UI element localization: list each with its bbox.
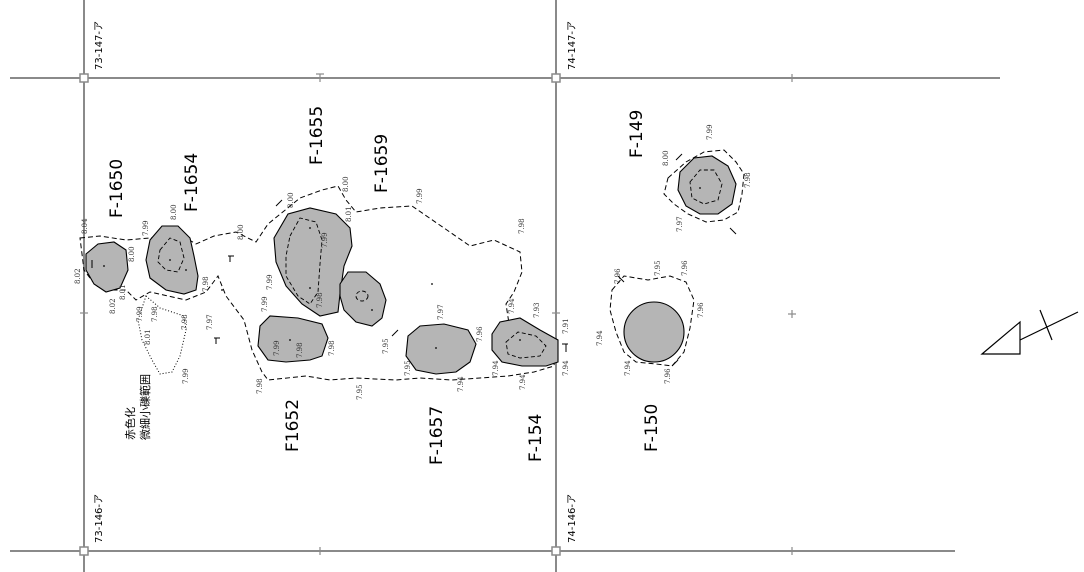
elevation-label: 7.99 bbox=[706, 124, 714, 140]
elevation-label: 8.02 bbox=[109, 298, 117, 314]
elevation-label: 7.94 bbox=[596, 330, 604, 346]
feature-label-f150: F-150 bbox=[642, 404, 662, 452]
elevation-label: 8.00 bbox=[237, 224, 245, 240]
f150-outline bbox=[609, 275, 695, 367]
north-arrow-icon bbox=[980, 309, 1079, 355]
section-ticks bbox=[91, 153, 737, 367]
elevation-label: 7.99 bbox=[266, 274, 274, 290]
grid-point-tr bbox=[551, 73, 561, 83]
elevation-label: 7.98 bbox=[518, 218, 526, 234]
pit-f149-inner bbox=[689, 169, 723, 205]
elevation-label: 7.98 bbox=[296, 342, 304, 358]
pit-f149 bbox=[677, 155, 737, 215]
elevation-label: 8.01 bbox=[144, 329, 152, 345]
elevation-label: 7.96 bbox=[476, 326, 484, 342]
elevation-label: 7.98 bbox=[316, 292, 324, 308]
grid-label-tl: 73-147-ア bbox=[94, 21, 105, 70]
elevation-label: 7.95 bbox=[382, 338, 390, 354]
elevation-label: 7.98 bbox=[202, 276, 210, 292]
feature-label-f1654: F-1654 bbox=[182, 153, 202, 212]
elevation-label: 7.94 bbox=[519, 374, 527, 390]
feature-label-f1652: F1652 bbox=[283, 399, 303, 452]
elevation-label: 7.96 bbox=[664, 368, 672, 384]
pit-f1659 bbox=[339, 271, 387, 327]
elevation-label: 7.98 bbox=[328, 340, 336, 356]
feature-label-f1659: F-1659 bbox=[372, 134, 392, 193]
f149-outline bbox=[663, 149, 745, 223]
elevation-label: 8.02 bbox=[74, 268, 82, 284]
elevation-label: 7.99 bbox=[416, 188, 424, 204]
feature-label-f149: F-149 bbox=[627, 110, 647, 158]
elevation-label: 7.98 bbox=[181, 314, 189, 330]
elevation-label: 7.94 bbox=[457, 376, 465, 392]
elevation-label: 7.99 bbox=[273, 340, 281, 356]
grid-label-bl: 73-146-ア bbox=[94, 494, 105, 543]
elevation-label: 8.04 bbox=[81, 218, 89, 234]
pit-f1657 bbox=[405, 323, 477, 375]
grid-label-tr: 74-147-ア bbox=[567, 21, 578, 70]
reddened-area-outline bbox=[137, 295, 187, 375]
elevation-label: 7.91 bbox=[562, 318, 570, 334]
feature-label-f1655: F-1655 bbox=[307, 106, 327, 165]
elevation-label: 8.01 bbox=[345, 206, 353, 222]
elevation-label: 8.01 bbox=[119, 284, 127, 300]
elevation-label: 7.95 bbox=[356, 384, 364, 400]
note-reddening: 赤色化 bbox=[123, 407, 137, 440]
elevation-label: 7.97 bbox=[206, 314, 214, 330]
grid-point-br bbox=[551, 546, 561, 556]
elevation-label: 8.00 bbox=[342, 176, 350, 192]
pit-f1652 bbox=[257, 315, 329, 363]
feature-label-f1657: F-1657 bbox=[427, 406, 447, 465]
feature-label-f1650: F-1650 bbox=[107, 159, 127, 218]
elevation-label: 7.94 bbox=[624, 360, 632, 376]
elevation-values: 8.04 8.02 8.02 8.01 8.00 7.99 8.00 7.99 … bbox=[74, 124, 752, 400]
grid-cross-ticks bbox=[80, 73, 796, 555]
pit-f1650 bbox=[85, 241, 129, 293]
elevation-label: 7.99 bbox=[321, 232, 329, 248]
elevation-label: 8.00 bbox=[128, 246, 136, 262]
elevation-label: 7.94 bbox=[508, 298, 516, 314]
elevation-label: 7.98 bbox=[151, 306, 159, 322]
elevation-label: 7.99 bbox=[182, 368, 190, 384]
pit-f154 bbox=[491, 317, 559, 367]
grid-point-tl bbox=[79, 73, 89, 83]
pit-f150 bbox=[623, 301, 685, 363]
elevation-label: 7.99 bbox=[261, 296, 269, 312]
elevation-label: 7.99 bbox=[142, 220, 150, 236]
elevation-label: 7.94 bbox=[562, 360, 570, 376]
elevation-label: 8.00 bbox=[287, 192, 295, 208]
pit-f154-inner bbox=[505, 331, 547, 359]
elevation-label: 7.99 bbox=[136, 306, 144, 322]
elevation-label: 7.95 bbox=[404, 360, 412, 376]
elevation-label: 7.93 bbox=[533, 302, 541, 318]
measurement-points bbox=[103, 187, 701, 349]
elevation-label: 8.00 bbox=[662, 150, 670, 166]
elevation-label: 7.98 bbox=[744, 172, 752, 188]
pit-f1654 bbox=[145, 225, 199, 295]
elevation-label: 8.00 bbox=[170, 204, 178, 220]
elevation-label: 7.96 bbox=[681, 260, 689, 276]
feature-label-f154: F-154 bbox=[526, 414, 546, 462]
elevation-label: 7.95 bbox=[654, 260, 662, 276]
elevation-label: 7.96 bbox=[614, 268, 622, 284]
pit-f1659-inner bbox=[355, 290, 369, 302]
note-gravel-range: 微細小礫範囲 bbox=[138, 374, 152, 440]
elevation-label: 7.96 bbox=[697, 302, 705, 318]
elevation-label: 7.94 bbox=[492, 360, 500, 376]
grid-point-bl bbox=[79, 546, 89, 556]
elevation-label: 7.97 bbox=[437, 304, 445, 320]
elevation-label: 7.98 bbox=[256, 378, 264, 394]
grid bbox=[10, 0, 1000, 572]
elevation-label: 7.97 bbox=[676, 216, 684, 232]
grid-label-br: 74-146-ア bbox=[567, 494, 578, 543]
pit-f1654-inner bbox=[157, 237, 185, 273]
